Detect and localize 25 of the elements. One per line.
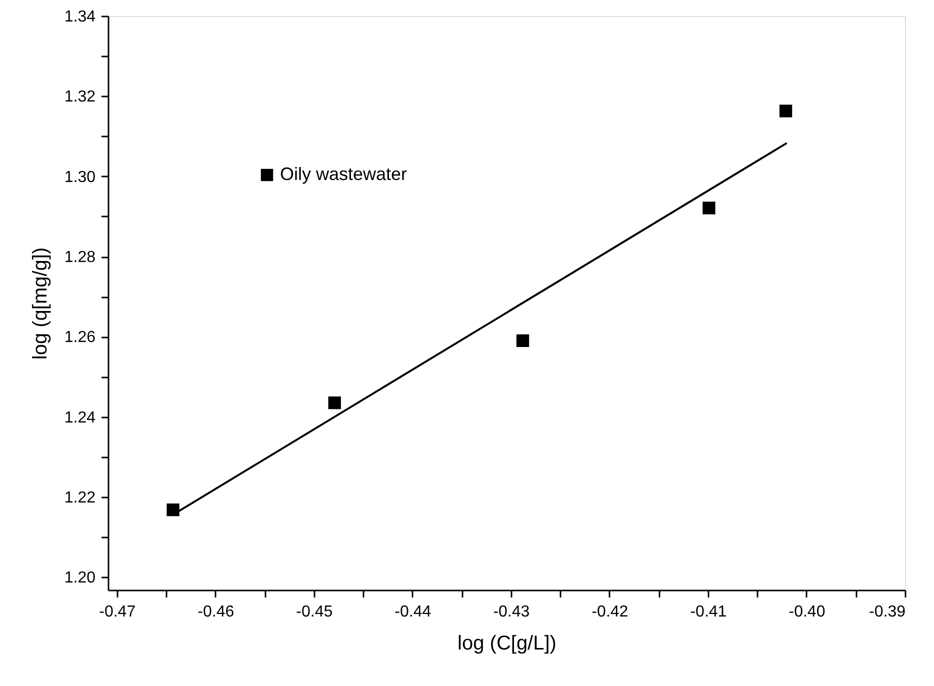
point <box>702 202 716 214</box>
y-tick-label: 1.34 <box>64 8 96 26</box>
x-tick-label: -0.40 <box>788 604 826 620</box>
x-axis-title: log (C[g/L]) <box>458 632 556 654</box>
legend-label: Oily wastewater <box>280 164 408 184</box>
y-tick-label: 1.24 <box>64 409 96 426</box>
y-tick-label: 1.26 <box>64 329 96 346</box>
point <box>779 104 792 118</box>
y-axis-title: log (q[mg/g]) <box>29 247 52 360</box>
x-tick-label: -0.39 <box>869 604 906 620</box>
x-tick-label: -0.41 <box>690 604 727 620</box>
point <box>516 334 530 348</box>
y-tick-label: 1.22 <box>64 490 96 507</box>
x-tick-label: -0.47 <box>99 604 136 620</box>
x-tick-label: -0.42 <box>592 604 628 620</box>
y-tick-label: 1.30 <box>64 168 96 186</box>
y-tick-label: 1.28 <box>64 249 96 266</box>
x-tick-label: -0.44 <box>394 604 432 620</box>
point <box>166 504 180 516</box>
y-tick-label: 1.20 <box>64 570 96 587</box>
y-tick-label: 1.32 <box>64 88 96 106</box>
x-tick-label: -0.45 <box>296 604 333 620</box>
x-tick-label: -0.43 <box>493 604 530 620</box>
x-tick-label: -0.46 <box>198 604 234 620</box>
point <box>328 396 341 410</box>
